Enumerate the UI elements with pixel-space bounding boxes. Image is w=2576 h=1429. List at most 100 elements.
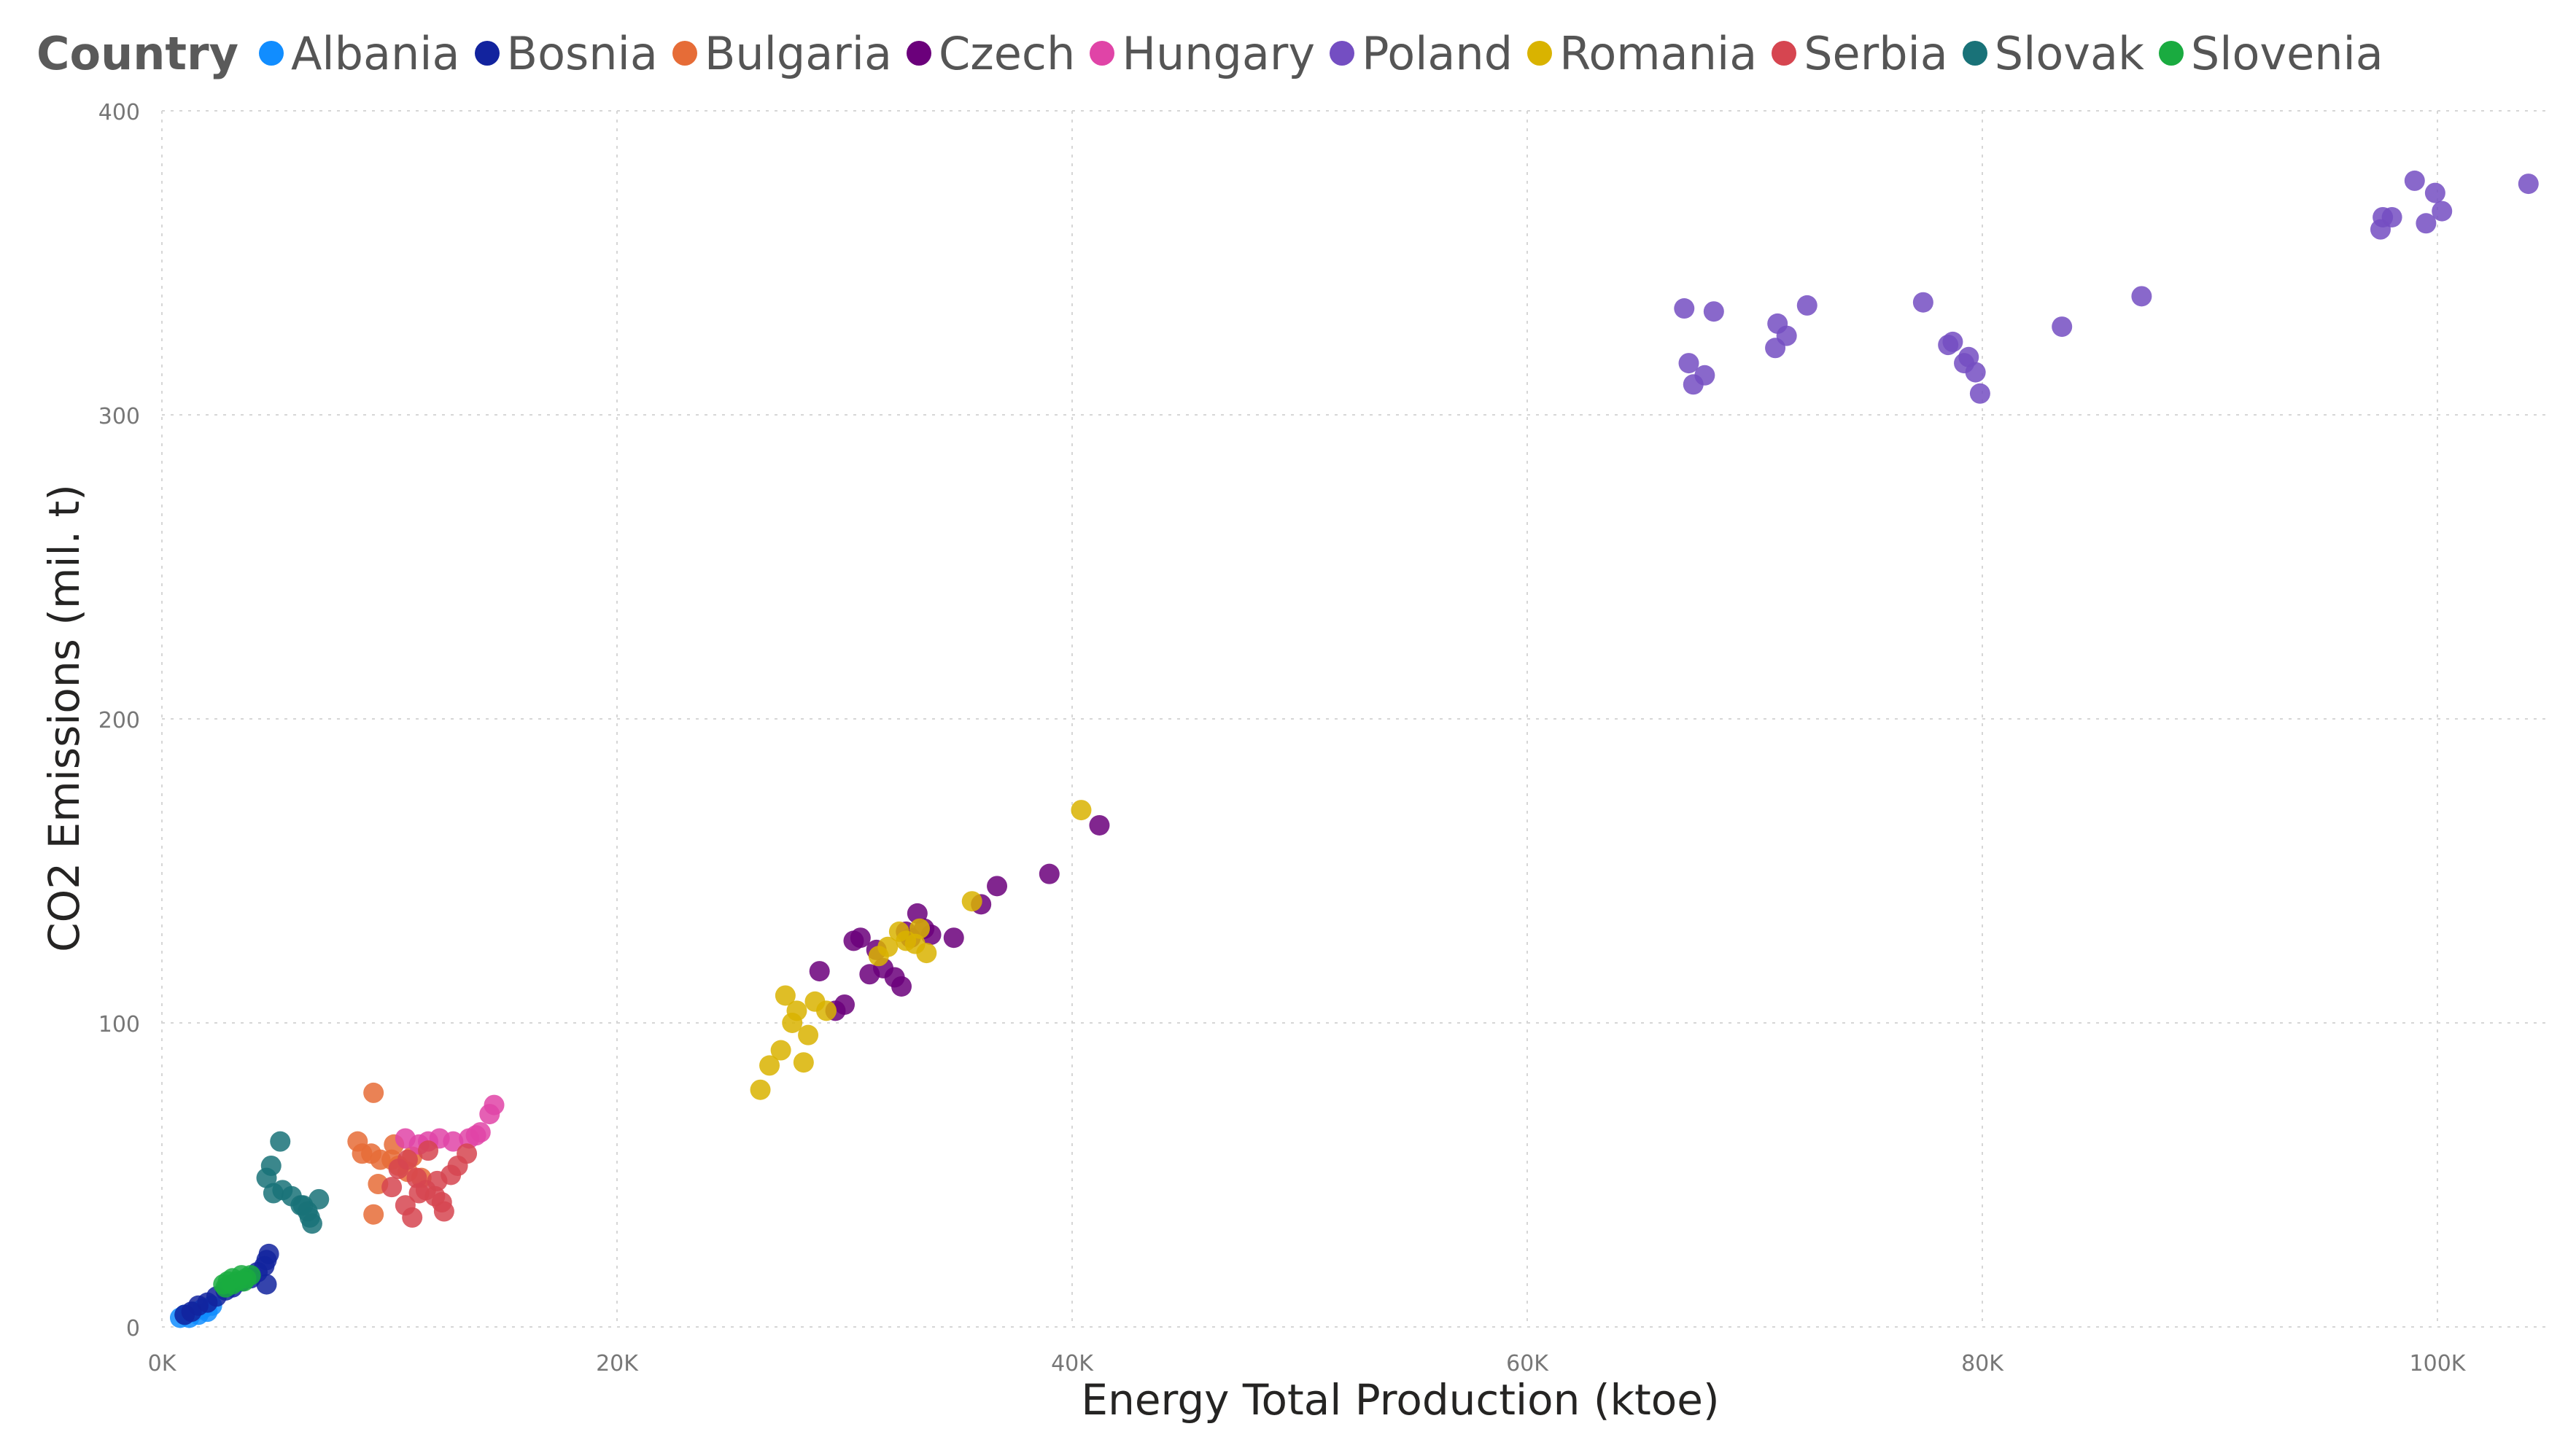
data-point[interactable]	[479, 1104, 500, 1125]
data-point[interactable]	[431, 1192, 452, 1213]
legend-marker	[259, 41, 284, 66]
data-point[interactable]	[843, 930, 864, 951]
legend-marker	[1962, 41, 1987, 66]
data-point[interactable]	[233, 1271, 255, 1292]
legend-item-czech[interactable]: Czech	[906, 26, 1076, 80]
data-point[interactable]	[363, 1082, 384, 1103]
data-point[interactable]	[798, 1024, 819, 1046]
data-point[interactable]	[395, 1128, 416, 1149]
data-point[interactable]	[859, 964, 880, 985]
data-point[interactable]	[770, 1040, 791, 1061]
legend-item-albania[interactable]: Albania	[259, 27, 460, 80]
legend-marker	[1772, 41, 1797, 66]
data-point[interactable]	[782, 1013, 803, 1033]
data-point[interactable]	[1954, 353, 1975, 374]
data-point[interactable]	[750, 1079, 771, 1100]
data-point[interactable]	[309, 1188, 330, 1210]
data-point[interactable]	[2416, 213, 2437, 234]
legend-title: Country	[36, 26, 239, 80]
data-point[interactable]	[402, 1207, 423, 1228]
y-tick-label: 100	[98, 1012, 140, 1037]
x-axis-label: Energy Total Production (ktoe)	[1081, 1375, 1719, 1425]
data-point[interactable]	[2052, 316, 2073, 338]
data-point[interactable]	[907, 903, 928, 924]
x-tick-label: 0K	[148, 1351, 177, 1377]
series-slovenia	[213, 1265, 261, 1298]
series-hungary	[395, 1094, 505, 1155]
legend-item-serbia[interactable]: Serbia	[1772, 27, 1948, 80]
x-tick-label: 80K	[1961, 1351, 2004, 1377]
data-point[interactable]	[759, 1055, 780, 1076]
x-tick-label: 40K	[1051, 1351, 1094, 1377]
legend-item-bosnia[interactable]: Bosnia	[474, 26, 658, 80]
legend-item-slovak[interactable]: Slovak	[1962, 26, 2144, 80]
data-point[interactable]	[1912, 292, 1933, 313]
data-point[interactable]	[943, 927, 964, 949]
data-points	[169, 170, 2539, 1328]
legend-label: Romania	[1559, 26, 1758, 80]
data-point[interactable]	[1039, 863, 1060, 884]
data-point[interactable]	[2373, 206, 2394, 227]
data-point[interactable]	[1683, 374, 1704, 395]
y-axis-ticks: 0 100 200 300 400	[98, 100, 140, 1342]
data-point[interactable]	[1703, 301, 1724, 322]
legend-label: Czech	[938, 26, 1076, 80]
data-point[interactable]	[961, 891, 982, 912]
legend-item-slovenia[interactable]: Slovenia	[2158, 27, 2383, 80]
legend-label: Slovak	[1994, 26, 2144, 80]
legend-label: Poland	[1362, 26, 1513, 80]
x-tick-label: 20K	[596, 1351, 639, 1377]
y-tick-label: 400	[98, 100, 140, 125]
data-point[interactable]	[256, 1167, 277, 1188]
legend-item-hungary[interactable]: Hungary	[1090, 27, 1315, 80]
data-point[interactable]	[459, 1128, 480, 1149]
y-axis-label: CO2 Emissions (mil. t)	[39, 484, 89, 952]
legend-marker	[1330, 41, 1355, 66]
data-point[interactable]	[793, 1052, 814, 1073]
data-point[interactable]	[868, 946, 889, 967]
legend-marker	[474, 41, 500, 66]
data-point[interactable]	[418, 1140, 439, 1161]
data-point[interactable]	[1969, 383, 1990, 404]
data-point[interactable]	[1071, 800, 1092, 821]
y-tick-label: 0	[126, 1316, 140, 1342]
data-point[interactable]	[1089, 814, 1110, 836]
data-point[interactable]	[397, 1149, 418, 1170]
data-point[interactable]	[1678, 353, 1699, 374]
data-point[interactable]	[1767, 313, 1788, 334]
data-point[interactable]	[1674, 298, 1695, 319]
data-point[interactable]	[2424, 182, 2445, 203]
legend-label: Bosnia	[506, 26, 658, 80]
data-point[interactable]	[457, 1143, 478, 1164]
data-point[interactable]	[292, 1195, 314, 1216]
data-point[interactable]	[2131, 286, 2152, 307]
data-point[interactable]	[215, 1277, 236, 1298]
data-point[interactable]	[987, 876, 1008, 897]
data-point[interactable]	[2432, 200, 2453, 222]
legend-marker	[672, 41, 697, 66]
legend-label: Serbia	[1804, 26, 1948, 80]
data-point[interactable]	[804, 991, 826, 1012]
data-point[interactable]	[1765, 338, 1786, 359]
data-point[interactable]	[2518, 174, 2539, 195]
data-point[interactable]	[809, 961, 830, 982]
data-point[interactable]	[1938, 335, 1959, 356]
series-slovak	[256, 1131, 330, 1234]
legend-label: Albania	[291, 26, 460, 80]
gridlines	[161, 110, 2551, 1328]
data-point[interactable]	[2404, 170, 2425, 191]
data-point[interactable]	[1796, 295, 1817, 316]
legend-items: Albania Bosnia Bulgaria Czech Hungary Poland R…	[259, 27, 2398, 80]
legend-item-bulgaria[interactable]: Bulgaria	[672, 27, 892, 80]
legend-item-poland[interactable]: Poland	[1330, 27, 1513, 80]
series-serbia	[381, 1140, 478, 1228]
data-point[interactable]	[363, 1204, 384, 1225]
legend-item-romania[interactable]: Romania	[1527, 27, 1757, 80]
data-point[interactable]	[888, 921, 909, 942]
data-point[interactable]	[270, 1131, 291, 1152]
data-point[interactable]	[258, 1243, 279, 1264]
data-point[interactable]	[775, 985, 796, 1006]
data-point[interactable]	[256, 1274, 277, 1295]
data-point[interactable]	[381, 1177, 403, 1198]
